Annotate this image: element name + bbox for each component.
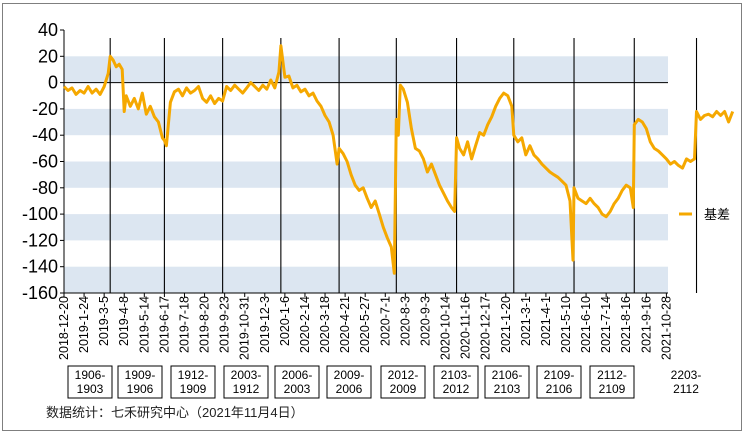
x-tick-label: 2020-10-14 [439, 296, 453, 360]
contract-box [484, 365, 530, 399]
x-tick-label: 2019-8-20 [198, 296, 212, 353]
x-tick-label: 2021-9-16 [639, 296, 653, 353]
y-tick-label: -120 [22, 230, 58, 250]
x-tick-label: 2021-4-1 [539, 296, 553, 346]
contract-label: 1912- [178, 368, 209, 382]
contract-label: 2009- [334, 368, 365, 382]
x-tick-label: 2021-5-10 [559, 296, 573, 353]
x-tick-label: 2021-3-1 [519, 296, 533, 346]
contract-label: 1903 [77, 382, 104, 396]
grid-band [64, 214, 668, 241]
contract-label: 2012 [443, 382, 470, 396]
contract-label: 1906 [127, 382, 154, 396]
y-tick-label: -140 [22, 257, 58, 277]
legend: 基差 [679, 208, 730, 223]
x-tick-label: 2020-9-3 [418, 296, 432, 346]
x-tick-label: 2019-3-5 [97, 296, 111, 346]
y-tick-label: -80 [32, 178, 58, 198]
x-tick-label: 2019-10-31 [238, 296, 252, 360]
grid-band [64, 266, 668, 293]
contract-box [274, 365, 320, 399]
x-tick-label: 2019-4-8 [117, 296, 131, 346]
x-tick-label: 2021-8-16 [619, 296, 633, 353]
x-axis: 2018-12-20 2019-1-24 2019-3-5 2019-4-8 2019-… [57, 292, 673, 360]
contract-label: 2203- [671, 368, 702, 382]
x-tick-label: 2019-5-14 [137, 296, 151, 353]
y-tick-label: 0 [48, 73, 58, 93]
contract-label: 2103- [441, 368, 472, 382]
contract-label: 2109- [544, 368, 575, 382]
x-tick-label: 2020-11-16 [459, 296, 473, 359]
contract-label: 2112- [597, 368, 627, 382]
contract-label: 1909 [180, 382, 207, 396]
x-tick-label: 2020-3-18 [318, 296, 332, 353]
contract-label: 2012- [388, 368, 419, 382]
grid-band [64, 161, 668, 188]
contract-label: 1912 [233, 382, 260, 396]
x-tick-label: 2020-1-6 [278, 296, 292, 346]
x-tick-label: 2019-7-18 [177, 296, 191, 353]
contract-box [117, 365, 163, 399]
x-tick-label: 2020-4-21 [338, 296, 352, 353]
x-tick-label: 2020-5-27 [358, 296, 372, 353]
contract-label: 2112 [673, 382, 699, 396]
contract-label: 2006- [282, 368, 313, 382]
x-tick-label: 2021-10-28 [659, 296, 673, 360]
x-tick-label: 2020-7-1 [378, 296, 392, 346]
contract-label: 2106- [492, 368, 523, 382]
legend-label: 基差 [704, 208, 730, 223]
contract-label-boxes: 1906-1903 1909-1906 1912-1909 2003-1912 2006… [67, 365, 702, 399]
contract-label: 2109 [599, 382, 626, 396]
series-layer [62, 44, 735, 275]
contract-label: 2106 [546, 382, 573, 396]
contract-box [170, 365, 216, 399]
contract-box [67, 365, 113, 399]
contract-box [433, 365, 479, 399]
x-tick-label: 2021-6-10 [579, 296, 593, 353]
x-tick-label: 2019-1-24 [77, 296, 91, 353]
x-tick-label: 2019-12-3 [258, 296, 272, 353]
contract-box [326, 365, 372, 399]
grid-band [64, 108, 668, 136]
y-tick-label: 20 [38, 46, 58, 66]
grid-band [64, 56, 668, 83]
contract-box [380, 365, 426, 399]
x-tick-label: 2021-1-20 [499, 296, 513, 353]
contract-box [223, 365, 269, 399]
chart-frame [2, 3, 742, 431]
contract-box [589, 365, 635, 399]
x-tick-label: 2019-6-17 [157, 296, 171, 353]
grid-bands [64, 56, 668, 293]
contract-label: 1906- [75, 368, 106, 382]
contract-label: 2009 [390, 382, 417, 396]
contract-label: 2003- [231, 368, 262, 382]
x-tick-label: 2019-9-23 [218, 296, 232, 353]
x-tick-label: 2021-7-14 [599, 296, 613, 353]
series-line-basis [62, 44, 735, 275]
source-note: 数据统计：七禾研究中心（2021年11月4日） [46, 405, 304, 420]
contract-label: 2003 [284, 382, 311, 396]
y-tick-label: -20 [32, 99, 58, 119]
x-tick-label: 2020-12-17 [479, 296, 493, 360]
contract-box [536, 365, 582, 399]
y-tick-label: -60 [32, 152, 58, 172]
y-tick-label: 40 [38, 20, 58, 40]
y-tick-label: -40 [32, 125, 58, 145]
x-tick-label: 2020-8-3 [398, 296, 412, 346]
y-tick-label: -160 [22, 283, 58, 303]
y-axis: 40 20 0 -20 -40 -60 -80 -100 -120 -140 -160 [22, 20, 65, 303]
contract-label: 2103 [494, 382, 521, 396]
contract-label: 1909- [125, 368, 156, 382]
x-tick-label: 2018-12-20 [57, 296, 71, 360]
x-tick-label: 2020-2-14 [298, 296, 312, 353]
y-tick-label: -100 [22, 204, 58, 224]
contract-label: 2006 [336, 382, 363, 396]
